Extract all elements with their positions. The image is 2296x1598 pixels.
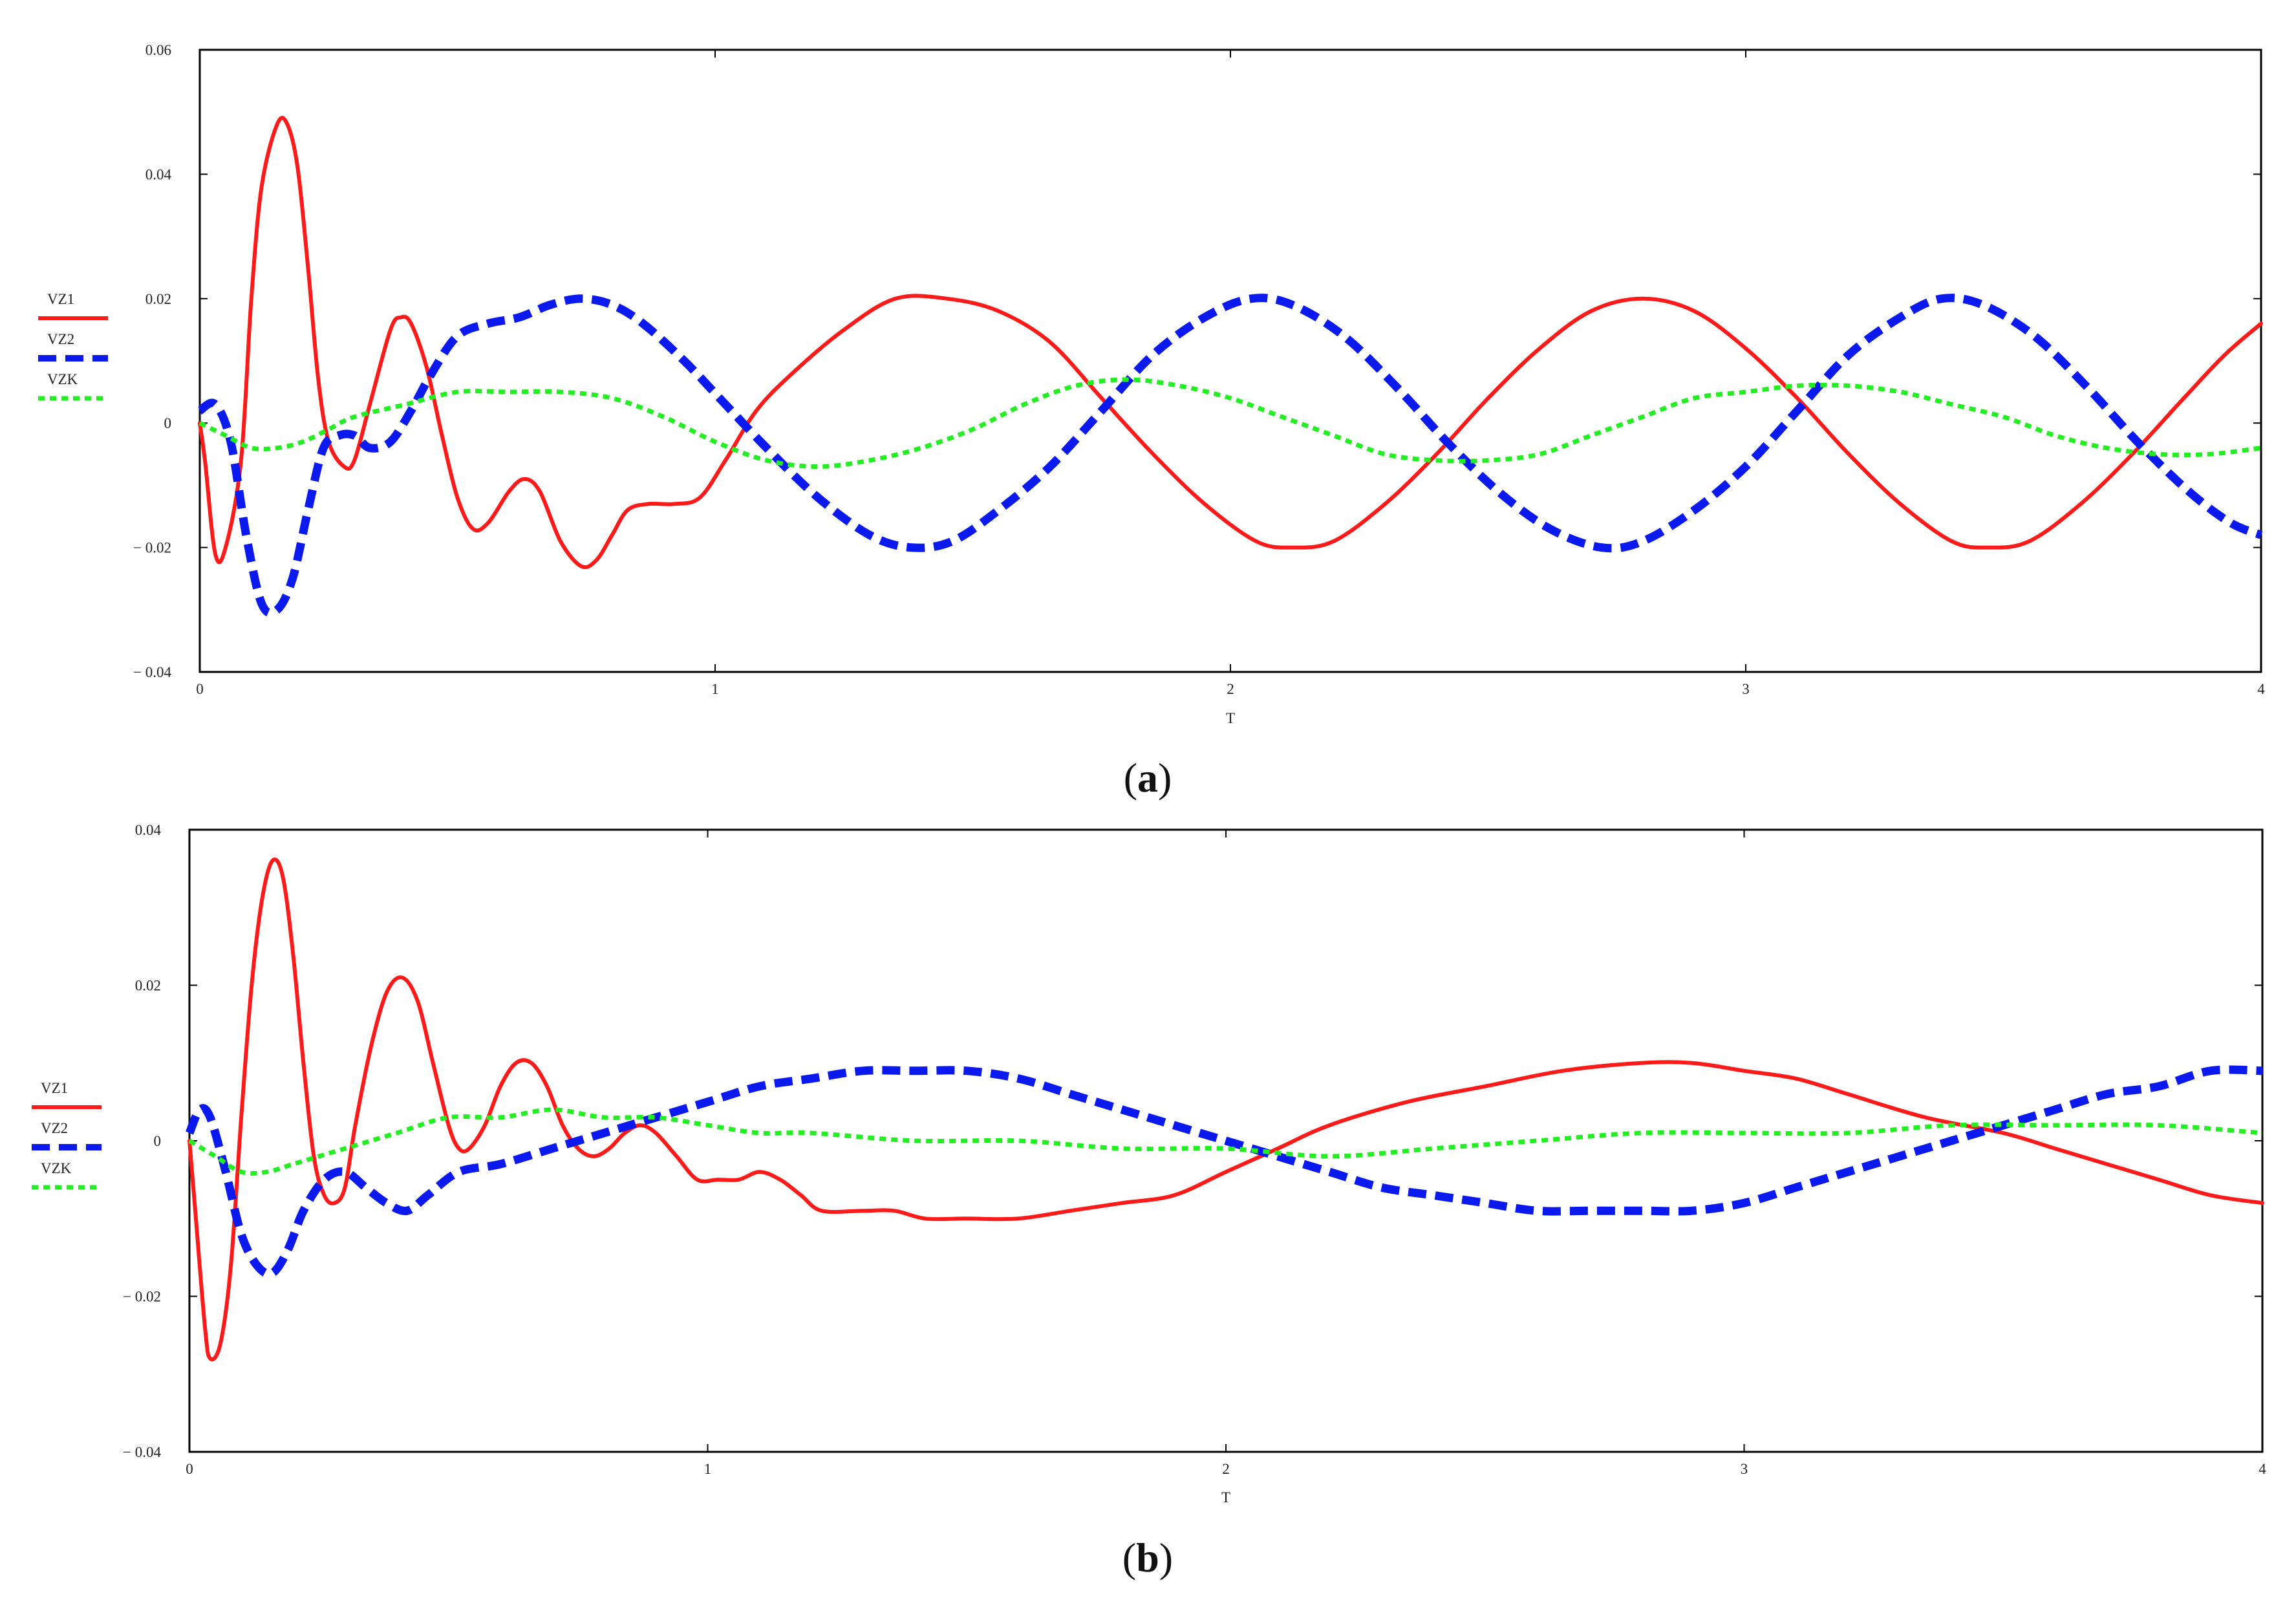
panel-b-series-vzk-line <box>188 1107 2263 1176</box>
panel-b-y-tick-label: − 0.02 <box>123 1289 161 1305</box>
panel-a-legend-label-vzk: VZK <box>47 371 78 387</box>
panel-b-x-axis-label: T <box>1221 1489 1230 1506</box>
panel-a-series <box>197 116 2263 618</box>
panel-b-x-tick-label: 3 <box>1741 1461 1748 1477</box>
panel-a-y-tick-label: − 0.02 <box>133 540 171 556</box>
panel-b-legend: VZ1 VZ2 VZK <box>32 1080 102 1190</box>
panel-a-y-tick-label: 0.04 <box>145 166 172 182</box>
panel-b-x-tick-label: 4 <box>2258 1461 2266 1477</box>
panel-b-y-tick-label: 0 <box>154 1133 162 1149</box>
panel-b-x-tick-label: 1 <box>704 1461 712 1477</box>
panel-b-caption-letter: b <box>1136 1535 1159 1581</box>
panel-b-caption-close-paren: ) <box>1159 1535 1173 1581</box>
panel-b: 0 1 2 3 4 0.04 0.02 0 − 0.02 − 0.04 VZ1 VZ2 VZK T (… <box>32 822 2266 1581</box>
panel-b-ticks: 0 1 2 3 4 0.04 0.02 0 − 0.02 − 0.04 <box>123 822 2266 1477</box>
panel-a-caption-open-paren: ( <box>1124 755 1137 801</box>
panel-a-x-tick-label: 1 <box>711 681 719 697</box>
panel-a-legend: VZ1 VZ2 VZK <box>38 291 108 401</box>
panel-b-caption-open-paren: ( <box>1122 1535 1136 1581</box>
panel-a-y-tick-label: 0.06 <box>145 42 171 58</box>
panel-a-x-axis-label: T <box>1226 710 1235 726</box>
panel-a-x-tick-label: 3 <box>1742 681 1750 697</box>
panel-b-y-tick-label: 0.02 <box>135 978 161 994</box>
panel-b-x-tick-label: 2 <box>1222 1461 1230 1477</box>
panel-a-x-tick-label: 2 <box>1227 681 1234 697</box>
panel-b-y-tick-label: 0.04 <box>135 822 162 838</box>
panel-b-legend-label-vzk: VZK <box>41 1160 72 1176</box>
panel-b-series-vz2-line <box>185 1065 2263 1279</box>
panel-b-x-tick-label: 0 <box>186 1461 193 1477</box>
panel-a-legend-label-vz1: VZ1 <box>47 291 74 307</box>
panel-b-y-tick-label: − 0.04 <box>123 1444 161 1460</box>
panel-a-x-tick-label: 4 <box>2257 681 2265 697</box>
panel-b-legend-label-vz2: VZ2 <box>41 1120 68 1136</box>
panel-a-caption: (a) <box>1124 755 1172 801</box>
panel-b-series <box>185 858 2264 1361</box>
panel-a: 0 1 2 3 4 0.06 0.04 0.02 0 − 0.02 − 0.04 VZ1 VZ2 VZK… <box>38 42 2265 801</box>
panel-a-y-tick-label: 0.02 <box>145 291 171 307</box>
panel-a-caption-close-paren: ) <box>1158 755 1172 801</box>
panel-b-caption: (b) <box>1122 1535 1173 1581</box>
panel-b-series-vz1-line <box>188 858 2264 1361</box>
panel-b-legend-label-vz1: VZ1 <box>41 1080 68 1096</box>
panel-a-y-tick-label: 0 <box>164 415 172 431</box>
panel-a-legend-label-vz2: VZ2 <box>47 331 74 347</box>
panel-a-ticks: 0 1 2 3 4 0.06 0.04 0.02 0 − 0.02 − 0.04 <box>133 42 2265 697</box>
panel-a-x-tick-label: 0 <box>196 681 204 697</box>
panel-a-y-tick-label: − 0.04 <box>133 664 171 680</box>
panel-a-series-vz2-line <box>197 294 2263 618</box>
panel-a-caption-letter: a <box>1137 755 1158 801</box>
panel-a-series-vz1-line <box>198 116 2263 570</box>
